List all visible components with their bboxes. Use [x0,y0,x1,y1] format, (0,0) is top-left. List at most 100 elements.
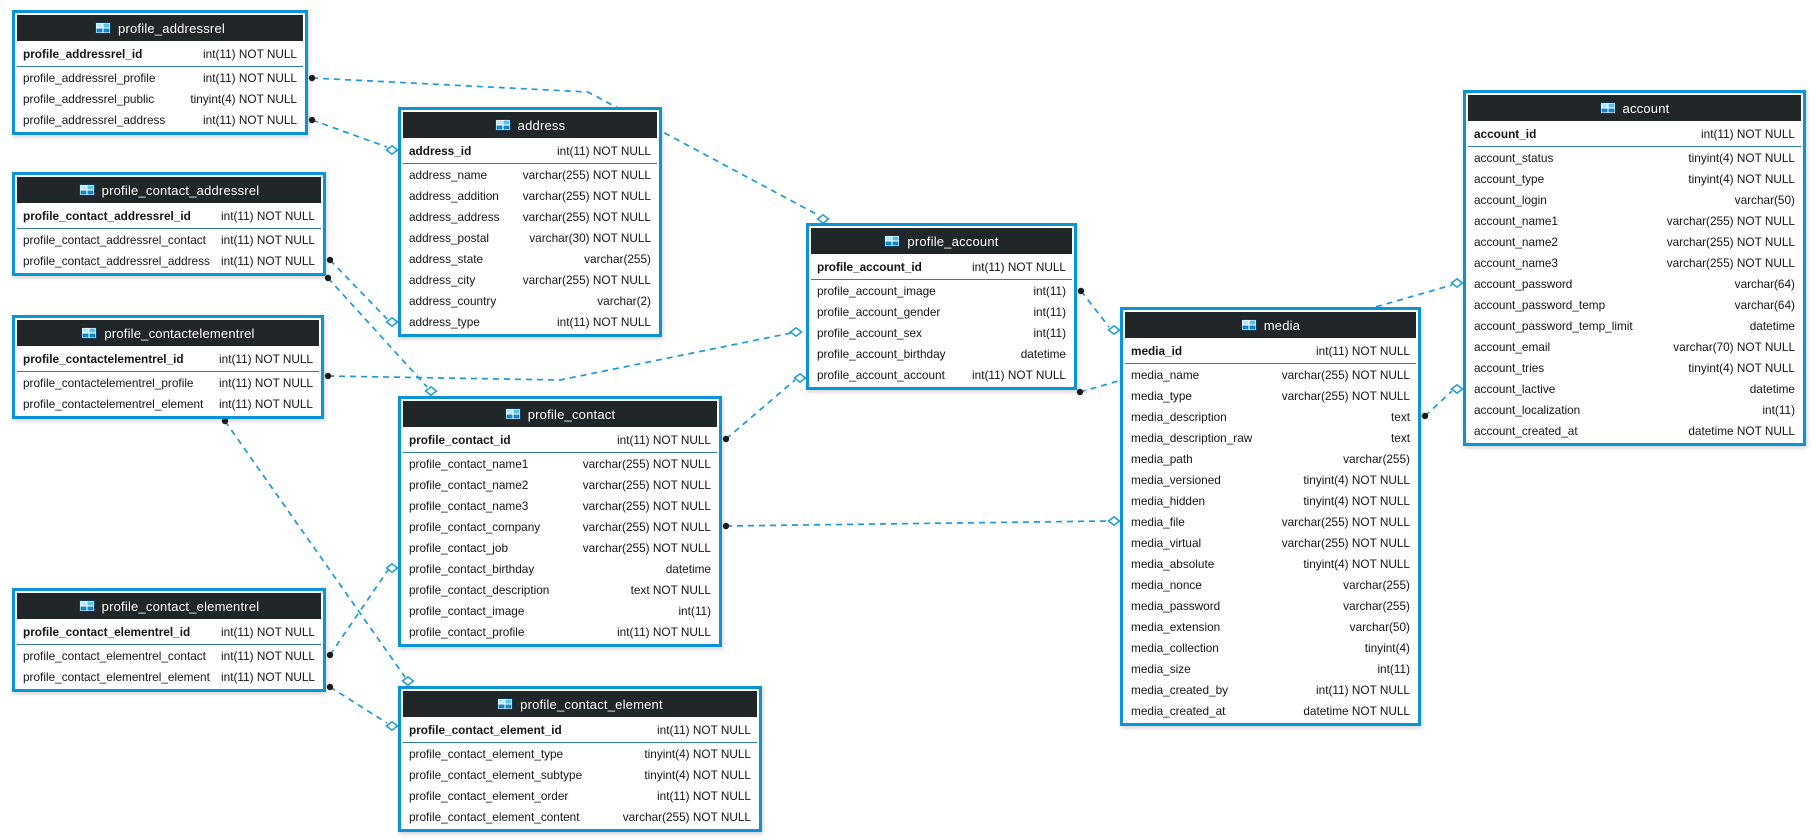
column-type: int(11) NOT NULL [221,669,315,684]
pk-column-type: int(11) NOT NULL [617,432,711,447]
primary-key-row: profile_contact_addressrel_id int(11) NOT… [17,203,321,229]
table-header[interactable]: media [1125,312,1416,338]
column-row: profile_contactelementrel_profile int(11)… [17,372,319,393]
table-header[interactable]: profile_account [811,228,1072,254]
relationship-fk-dot [1421,412,1429,420]
relationship-profile_contact_addressrel-to-profile_contact[interactable] [327,277,428,388]
pk-column-type: int(11) NOT NULL [219,351,313,366]
table-profile_contact_element[interactable]: profile_contact_element profile_contact_e… [398,686,762,832]
column-row: profile_contact_addressrel_contact int(11… [17,229,321,250]
column-row: profile_contact_image int(11) [403,600,717,621]
relationship-profile_contactelementrel-to-profile_contact_element[interactable] [224,420,406,678]
column-row: profile_account_birthday datetime [811,343,1072,364]
table-profile_addressrel[interactable]: profile_addressrel profile_addressrel_id i… [12,10,308,135]
relationship-profile_contact_addressrel-to-address[interactable] [329,259,388,320]
relationship-profile_contact_elementrel-to-profile_contact_element[interactable] [329,686,388,724]
relationship-ref-diamond [385,562,399,574]
column-type: varchar(255) NOT NULL [582,498,711,513]
table-grid-icon [1240,319,1257,331]
column-name: address_name [409,167,488,182]
table-grid-icon [81,327,98,339]
column-type: varchar(255) NOT NULL [522,272,651,287]
column-name: account_name2 [1474,234,1558,249]
relationship-profile_account-to-media[interactable] [1080,290,1110,328]
column-row: profile_contact_element_order int(11) NOT… [403,785,757,806]
relationship-fk-dot [221,417,229,425]
relationship-ref-diamond [385,144,399,156]
column-type: tinyint(4) [1364,640,1410,655]
relationship-profile_account-to-account[interactable] [1079,284,1453,393]
table-header[interactable]: profile_contact [403,401,717,427]
column-name: profile_contact_element_content [409,809,580,824]
column-type: datetime NOT NULL [1303,703,1410,718]
column-row: media_password varchar(255) [1125,595,1416,616]
column-name: profile_contact_name1 [409,456,529,471]
table-address[interactable]: address address_id int(11) NOT NULL address… [398,107,662,337]
column-type: int(11) NOT NULL [657,788,751,803]
column-row: profile_account_account int(11) NOT NULL [811,364,1072,385]
column-name: address_country [409,293,497,308]
table-header[interactable]: profile_contact_addressrel [17,177,321,203]
column-row: account_name2 varchar(255) NOT NULL [1468,231,1801,252]
table-profile_contactelementrel[interactable]: profile_contactelementrel profile_contact… [12,315,324,419]
table-profile_contact_addressrel[interactable]: profile_contact_addressrel profile_contac… [12,172,326,276]
column-name: media_created_at [1131,703,1226,718]
column-type: varchar(255) NOT NULL [622,809,751,824]
pk-column-type: int(11) NOT NULL [657,722,751,737]
column-type: varchar(255) [1343,577,1410,592]
table-media[interactable]: media media_id int(11) NOT NULL media_name v… [1120,307,1421,726]
column-row: media_versioned tinyint(4) NOT NULL [1125,469,1416,490]
relationship-ref-diamond [385,316,399,328]
table-header[interactable]: profile_contact_elementrel [17,593,321,619]
table-profile_account[interactable]: profile_account profile_account_id int(11)… [806,223,1077,390]
table-grid-icon [884,235,901,247]
relationship-fk-dot [326,651,334,659]
table-header[interactable]: address [403,112,657,138]
column-name: media_nonce [1131,577,1202,592]
column-name: media_description_raw [1131,430,1253,445]
relationship-profile_contact-to-media[interactable] [725,520,1110,527]
pk-column-name: account_id [1474,126,1537,141]
relationship-profile_addressrel-to-profile_account[interactable] [311,77,819,216]
column-name: address_postal [409,230,490,245]
relationship-ref-diamond [1107,515,1121,527]
column-row: account_created_at datetime NOT NULL [1468,420,1801,441]
relationship-media-to-account[interactable] [1424,390,1453,417]
column-name: profile_contact_elementrel_element [23,669,210,684]
column-type: datetime [665,561,711,576]
relationship-fk-dot [1076,388,1084,396]
column-type: tinyint(4) NOT NULL [1688,360,1795,375]
column-row: media_file varchar(255) NOT NULL [1125,511,1416,532]
table-header[interactable]: account [1468,95,1801,121]
column-row: profile_contact_company varchar(255) NOT … [403,516,717,537]
column-type: tinyint(4) NOT NULL [644,767,751,782]
column-row: media_absolute tinyint(4) NOT NULL [1125,553,1416,574]
pk-column-type: int(11) NOT NULL [972,259,1066,274]
relationship-ref-diamond [1450,383,1464,395]
table-profile_contact_elementrel[interactable]: profile_contact_elementrel profile_contac… [12,588,326,692]
column-type: tinyint(4) NOT NULL [1688,150,1795,165]
relationship-fk-dot [722,522,730,530]
column-name: account_type [1474,171,1545,186]
column-name: profile_contact_elementrel_contact [23,648,206,663]
column-name: profile_account_image [817,283,936,298]
column-name: media_description [1131,409,1227,424]
column-row: media_created_at datetime NOT NULL [1125,700,1416,721]
table-profile_contact[interactable]: profile_contact profile_contact_id int(11)… [398,396,722,647]
table-header[interactable]: profile_contact_element [403,691,757,717]
column-type: tinyint(4) NOT NULL [1303,556,1410,571]
column-name: media_password [1131,598,1221,613]
relationship-profile_contactelementrel-to-profile_account[interactable] [327,332,792,381]
column-name: media_hidden [1131,493,1206,508]
table-account[interactable]: account account_id int(11) NOT NULL account… [1463,90,1806,446]
table-header[interactable]: profile_contactelementrel [17,320,319,346]
pk-column-name: profile_contact_addressrel_id [23,208,191,223]
column-type: int(11) NOT NULL [203,70,297,85]
column-name: account_lactive [1474,381,1556,396]
relationship-profile_addressrel-to-address[interactable] [311,119,388,148]
table-header[interactable]: profile_addressrel [17,15,303,41]
column-row: media_created_by int(11) NOT NULL [1125,679,1416,700]
relationship-profile_contact-to-profile_account[interactable] [725,379,796,440]
column-row: account_localization int(11) [1468,399,1801,420]
table-title: profile_contactelementrel [104,325,255,341]
